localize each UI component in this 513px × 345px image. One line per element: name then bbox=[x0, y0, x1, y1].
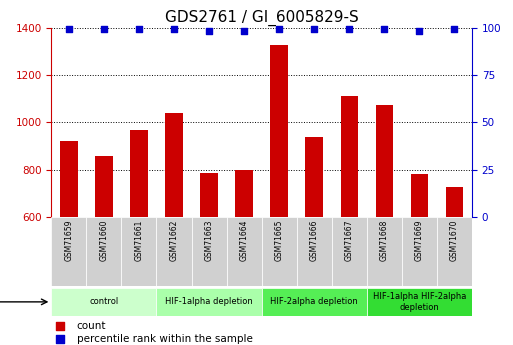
Text: count: count bbox=[76, 321, 106, 331]
Bar bbox=[156, 288, 262, 316]
Bar bbox=[95, 156, 113, 217]
Bar bbox=[341, 96, 358, 217]
Text: GSM71669: GSM71669 bbox=[415, 219, 424, 261]
Bar bbox=[235, 170, 253, 217]
Bar bbox=[376, 105, 393, 217]
Bar bbox=[270, 46, 288, 217]
Point bbox=[380, 27, 388, 32]
Point bbox=[275, 27, 283, 32]
Bar bbox=[402, 217, 437, 286]
Text: HIF-1alpha HIF-2alpha
depletion: HIF-1alpha HIF-2alpha depletion bbox=[372, 292, 466, 312]
Point bbox=[55, 323, 64, 328]
Text: GSM71663: GSM71663 bbox=[205, 219, 213, 261]
Text: GSM71665: GSM71665 bbox=[274, 219, 284, 261]
Point bbox=[65, 27, 73, 32]
Bar bbox=[367, 217, 402, 286]
Point bbox=[345, 27, 353, 32]
Bar bbox=[165, 112, 183, 217]
Bar bbox=[122, 217, 156, 286]
Title: GDS2761 / GI_6005829-S: GDS2761 / GI_6005829-S bbox=[165, 10, 359, 26]
Bar bbox=[60, 141, 77, 217]
Bar bbox=[51, 217, 86, 286]
Text: GSM71660: GSM71660 bbox=[100, 219, 108, 261]
Bar bbox=[262, 288, 367, 316]
Bar bbox=[200, 174, 218, 217]
Bar bbox=[86, 217, 122, 286]
Text: GSM71664: GSM71664 bbox=[240, 219, 249, 261]
Bar bbox=[410, 174, 428, 217]
Text: GSM71670: GSM71670 bbox=[450, 219, 459, 261]
Text: GSM71667: GSM71667 bbox=[345, 219, 354, 261]
Text: GSM71661: GSM71661 bbox=[134, 219, 144, 261]
Text: GSM71668: GSM71668 bbox=[380, 219, 389, 261]
Bar bbox=[332, 217, 367, 286]
Point bbox=[450, 27, 459, 32]
Text: GSM71666: GSM71666 bbox=[310, 219, 319, 261]
Bar bbox=[51, 288, 156, 316]
Point bbox=[205, 29, 213, 34]
Bar bbox=[262, 217, 297, 286]
Bar bbox=[305, 137, 323, 217]
Bar bbox=[227, 217, 262, 286]
Bar bbox=[156, 217, 191, 286]
Point bbox=[310, 27, 318, 32]
Text: HIF-2alpha depletion: HIF-2alpha depletion bbox=[270, 297, 358, 306]
Bar bbox=[367, 288, 472, 316]
Text: control: control bbox=[89, 297, 119, 306]
Point bbox=[170, 27, 178, 32]
Text: HIF-1alpha depletion: HIF-1alpha depletion bbox=[165, 297, 253, 306]
Point bbox=[240, 29, 248, 34]
Bar bbox=[446, 187, 463, 217]
Point bbox=[135, 27, 143, 32]
Bar bbox=[191, 217, 227, 286]
Point bbox=[415, 29, 423, 34]
Bar bbox=[437, 217, 472, 286]
Text: percentile rank within the sample: percentile rank within the sample bbox=[76, 335, 252, 344]
Bar bbox=[297, 217, 332, 286]
Bar bbox=[130, 130, 148, 217]
Text: GSM71662: GSM71662 bbox=[169, 219, 179, 261]
Point bbox=[100, 27, 108, 32]
Text: GSM71659: GSM71659 bbox=[64, 219, 73, 261]
Point bbox=[55, 337, 64, 342]
